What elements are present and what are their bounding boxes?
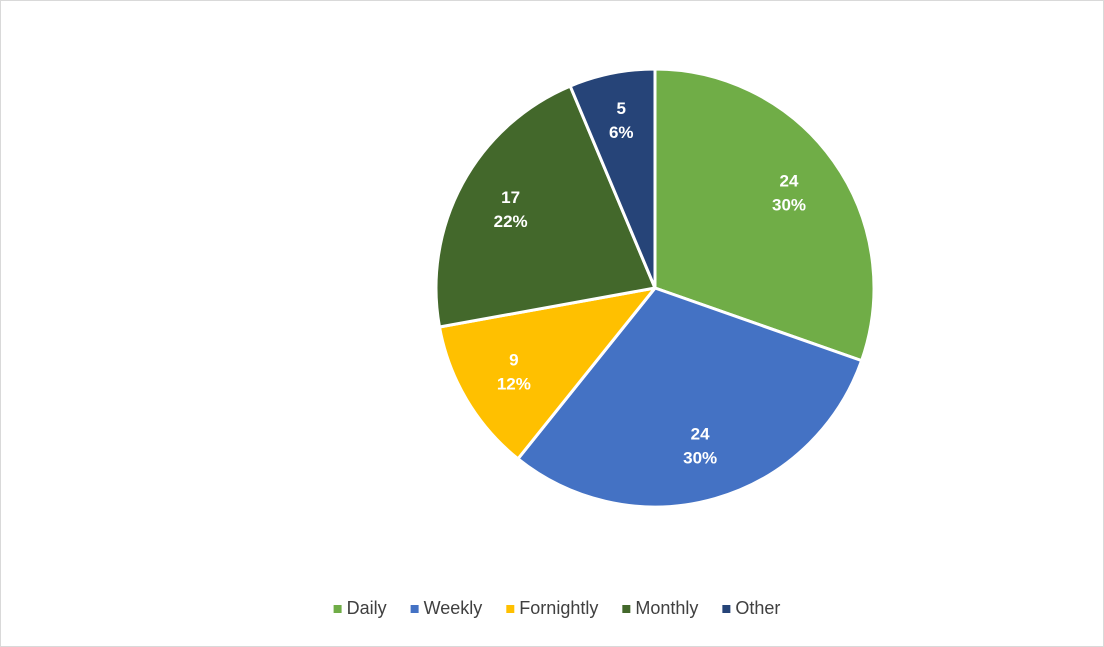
pie-slice <box>516 286 864 509</box>
data-label-percent: 30% <box>683 448 717 467</box>
legend-swatch <box>722 605 731 613</box>
pie-slice <box>434 84 657 329</box>
legend-label: Daily <box>347 598 387 618</box>
legend: Daily Weekly Fornightly Monthly Other <box>333 598 780 618</box>
pie-slice <box>653 67 876 363</box>
legend-swatch <box>622 605 631 613</box>
data-label-percent: 30% <box>772 196 806 215</box>
data-label-percent: 6% <box>609 123 634 142</box>
legend-label: Monthly <box>635 598 698 618</box>
legend-swatch <box>333 605 342 613</box>
legend-swatch <box>410 605 419 613</box>
legend-label: Other <box>735 598 780 618</box>
data-label-value: 5 <box>617 99 626 118</box>
pie-slice <box>437 286 657 461</box>
legend-label: Fornightly <box>519 598 598 618</box>
pie-slice <box>568 67 657 290</box>
data-label-percent: 22% <box>494 212 528 231</box>
data-label-percent: 12% <box>497 374 531 393</box>
data-label-value: 24 <box>780 172 799 191</box>
legend-swatch <box>506 605 515 613</box>
data-label-value: 24 <box>691 424 710 443</box>
legend-label: Weekly <box>424 598 483 618</box>
data-label-value: 17 <box>501 188 520 207</box>
data-label-value: 9 <box>509 350 518 369</box>
